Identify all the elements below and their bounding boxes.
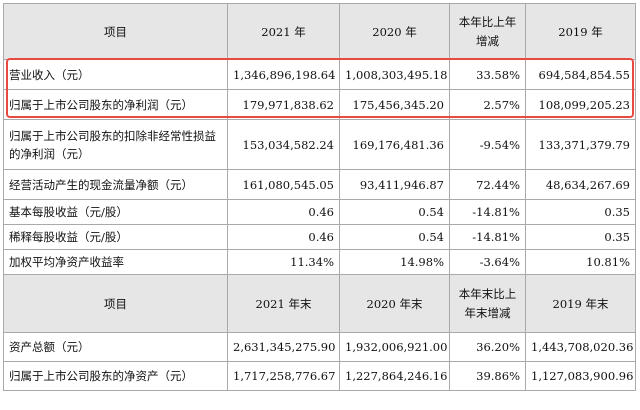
value-change: -9.54% <box>449 119 526 170</box>
row-label: 加权平均净资产收益率 <box>3 249 228 275</box>
value-2021: 11.34% <box>227 249 340 275</box>
table-header-row: 项目 2021 年末 2020 年末 本年末比上年末增减 2019 年末 <box>3 274 636 333</box>
value-2020: 14.98% <box>339 249 450 275</box>
value-2019: 0.35 <box>525 199 636 225</box>
row-label: 基本每股收益（元/股） <box>3 199 228 225</box>
value-2019: 1,127,083,900.96 <box>525 361 636 391</box>
row-label: 归属于上市公司股东的净利润（元） <box>3 89 228 120</box>
value-2019: 1,443,708,020.36 <box>525 332 636 362</box>
row-label: 经营活动产生的现金流量净额（元） <box>3 169 228 200</box>
header-2019: 2019 年 <box>525 3 636 60</box>
value-2020: 1,932,006,921.00 <box>339 332 450 362</box>
header-2021: 2021 年 <box>227 3 340 60</box>
header-change-end: 本年末比上年末增减 <box>449 274 526 333</box>
value-2021: 179,971,838.62 <box>227 89 340 120</box>
value-change: 33.58% <box>449 59 526 90</box>
header-2021-end: 2021 年末 <box>227 274 340 333</box>
table-row: 归属于上市公司股东的净利润（元） 179,971,838.62 175,456,… <box>3 89 636 120</box>
value-2021: 161,080,545.05 <box>227 169 340 200</box>
value-2019: 10.81% <box>525 249 636 275</box>
table-row: 加权平均净资产收益率 11.34% 14.98% -3.64% 10.81% <box>3 249 636 275</box>
value-2020: 93,411,946.87 <box>339 169 450 200</box>
row-label: 归属于上市公司股东的扣除非经常性损益的净利润（元） <box>3 119 228 170</box>
row-label: 归属于上市公司股东的净资产（元） <box>3 361 228 391</box>
value-2021: 0.46 <box>227 199 340 225</box>
value-2021: 1,717,258,776.67 <box>227 361 340 391</box>
value-2019: 48,634,267.69 <box>525 169 636 200</box>
row-label: 营业收入（元） <box>3 59 228 90</box>
value-2019: 133,371,379.79 <box>525 119 636 170</box>
value-2020: 1,227,864,246.16 <box>339 361 450 391</box>
value-2021: 1,346,896,198.64 <box>227 59 340 90</box>
financial-data-table: 项目 2021 年 2020 年 本年比上年增减 2019 年 营业收入（元） … <box>3 3 636 391</box>
header-2020-end: 2020 年末 <box>339 274 450 333</box>
value-2021: 2,631,345,275.90 <box>227 332 340 362</box>
value-change: -14.81% <box>449 199 526 225</box>
table-row: 稀释每股收益（元/股） 0.46 0.54 -14.81% 0.35 <box>3 224 636 250</box>
value-change: 2.57% <box>449 89 526 120</box>
value-2021: 153,034,582.24 <box>227 119 340 170</box>
value-change: -14.81% <box>449 224 526 250</box>
value-2019: 108,099,205.23 <box>525 89 636 120</box>
table-row: 经营活动产生的现金流量净额（元） 161,080,545.05 93,411,9… <box>3 169 636 200</box>
value-2021: 0.46 <box>227 224 340 250</box>
header-item: 项目 <box>3 274 228 333</box>
header-2020: 2020 年 <box>339 3 450 60</box>
value-2020: 0.54 <box>339 199 450 225</box>
row-label: 稀释每股收益（元/股） <box>3 224 228 250</box>
table-row: 资产总额（元） 2,631,345,275.90 1,932,006,921.0… <box>3 332 636 362</box>
table-row: 基本每股收益（元/股） 0.46 0.54 -14.81% 0.35 <box>3 199 636 225</box>
value-change: 36.20% <box>449 332 526 362</box>
value-2020: 0.54 <box>339 224 450 250</box>
value-2020: 175,456,345.20 <box>339 89 450 120</box>
header-change: 本年比上年增减 <box>449 3 526 60</box>
value-change: -3.64% <box>449 249 526 275</box>
value-2019: 694,584,854.55 <box>525 59 636 90</box>
table-header-row: 项目 2021 年 2020 年 本年比上年增减 2019 年 <box>3 3 636 60</box>
header-item: 项目 <box>3 3 228 60</box>
value-2020: 1,008,303,495.18 <box>339 59 450 90</box>
table-row: 归属于上市公司股东的扣除非经常性损益的净利润（元） 153,034,582.24… <box>3 119 636 170</box>
row-label: 资产总额（元） <box>3 332 228 362</box>
value-2020: 169,176,481.36 <box>339 119 450 170</box>
value-change: 72.44% <box>449 169 526 200</box>
table-row: 归属于上市公司股东的净资产（元） 1,717,258,776.67 1,227,… <box>3 361 636 391</box>
table-row: 营业收入（元） 1,346,896,198.64 1,008,303,495.1… <box>3 59 636 90</box>
value-2019: 0.35 <box>525 224 636 250</box>
header-2019-end: 2019 年末 <box>525 274 636 333</box>
value-change: 39.86% <box>449 361 526 391</box>
